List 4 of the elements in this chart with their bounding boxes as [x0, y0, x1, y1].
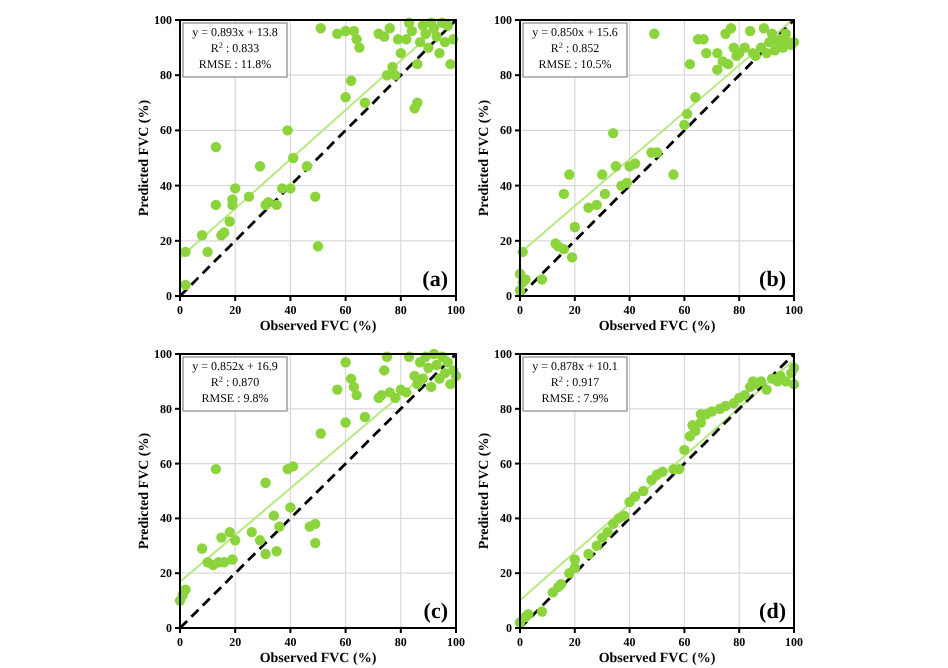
annotation: (d) [759, 600, 787, 624]
annotation: (c) [423, 600, 449, 624]
annotation: (b) [759, 268, 787, 292]
annotation: (a) [422, 268, 449, 292]
